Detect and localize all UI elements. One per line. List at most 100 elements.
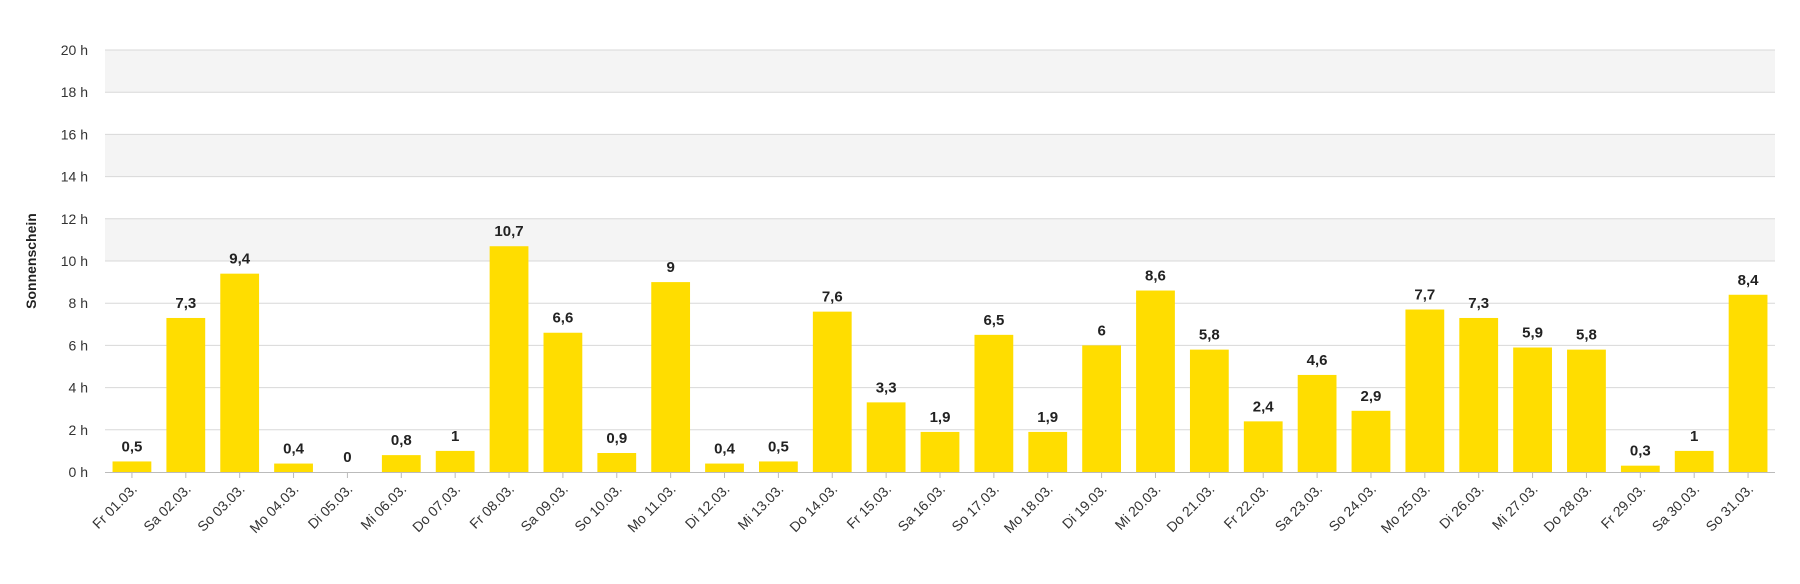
x-tick-label: Do 07.03.: [409, 481, 463, 535]
bar: [1459, 317, 1499, 472]
x-tick-label: Mi 06.03.: [357, 481, 409, 533]
y-tick-label: 10 h: [61, 253, 88, 269]
x-axis-ticks: Fr 01.03. Sa 02.03. So 03.03.Mo 04.03. Di 0…: [89, 472, 1756, 536]
data-label: 0,4: [283, 441, 305, 458]
data-label: 0,9: [606, 430, 627, 447]
x-tick-label: Mo 11.03.: [624, 481, 679, 536]
data-label: 5,8: [1199, 327, 1220, 344]
x-tick-label: Fr 01.03.: [89, 481, 140, 532]
bar: [1405, 309, 1445, 472]
x-tick-label: Mi 20.03.: [1112, 481, 1164, 533]
bar: [435, 450, 475, 472]
bar: [1567, 349, 1606, 472]
plot-band: [105, 50, 1775, 93]
plot-band: [105, 134, 1775, 177]
y-tick-label: 14 h: [61, 169, 88, 185]
data-label: 2,4: [1253, 398, 1275, 415]
data-label: 7,7: [1414, 287, 1435, 304]
bar: [758, 461, 798, 472]
bar: [1189, 349, 1229, 472]
data-label: 1: [451, 428, 459, 445]
data-label: 0,3: [1630, 443, 1651, 460]
data-label: 0,4: [714, 441, 736, 458]
x-tick-label: Do 28.03.: [1540, 481, 1594, 535]
bar: [1028, 431, 1068, 472]
data-label: 4,6: [1307, 352, 1328, 369]
x-tick-label: So 17.03.: [948, 481, 1002, 535]
x-tick-label: Di 05.03.: [305, 481, 356, 532]
bar: [866, 402, 906, 472]
data-label: 9,4: [229, 251, 251, 268]
bar: [812, 311, 852, 472]
bar: [1351, 410, 1391, 472]
bar: [1136, 290, 1175, 472]
x-tick-label: So 31.03.: [1702, 481, 1756, 535]
x-tick-label: Sa 09.03.: [517, 481, 571, 535]
x-tick-label: Fr 08.03.: [466, 481, 517, 532]
data-label: 7,3: [175, 295, 196, 312]
y-tick-label: 4 h: [69, 380, 88, 396]
x-tick-label: Mi 13.03.: [734, 481, 786, 533]
y-tick-label: 16 h: [61, 126, 88, 142]
data-label: 6: [1097, 322, 1105, 339]
data-label: 0,5: [768, 438, 789, 455]
y-tick-label: 8 h: [69, 295, 88, 311]
data-label: 0,8: [391, 432, 412, 449]
data-label: 7,6: [822, 289, 843, 306]
bar-series: [112, 246, 1768, 472]
x-tick-label: Mi 27.03.: [1489, 481, 1541, 533]
x-tick-label: Fr 15.03.: [843, 481, 894, 532]
y-tick-label: 2 h: [69, 422, 88, 438]
data-label: 6,6: [552, 310, 573, 327]
data-label: 1,9: [930, 409, 951, 426]
data-label: 1,9: [1037, 409, 1058, 426]
bar: [1243, 421, 1283, 472]
x-tick-label: Do 21.03.: [1163, 481, 1217, 535]
bar: [974, 334, 1014, 472]
x-tick-label: Di 19.03.: [1059, 481, 1110, 532]
x-tick-label: Mo 25.03.: [1378, 481, 1433, 536]
bar: [220, 273, 260, 472]
bar: [166, 317, 206, 472]
data-label: 1: [1690, 428, 1698, 445]
data-label: 8,4: [1738, 272, 1760, 289]
plot-band: [105, 218, 1775, 261]
x-tick-label: Mo 04.03.: [246, 481, 301, 536]
plot-bands: [105, 50, 1775, 261]
bar: [543, 332, 583, 472]
bar: [920, 431, 960, 472]
x-tick-label: Fr 22.03.: [1220, 481, 1271, 532]
bar: [1082, 345, 1122, 472]
bar: [112, 461, 152, 472]
x-tick-label: Di 26.03.: [1436, 481, 1487, 532]
x-tick-label: Fr 29.03.: [1598, 481, 1649, 532]
bar: [489, 246, 529, 472]
data-label: 9: [666, 259, 674, 276]
data-label: 0: [343, 449, 351, 466]
data-label: 8,6: [1145, 268, 1166, 285]
x-tick-label: So 03.03.: [194, 481, 248, 535]
gridlines: [105, 49, 1775, 431]
y-tick-label: 18 h: [61, 84, 88, 100]
x-tick-label: Sa 02.03.: [140, 481, 194, 535]
y-tick-label: 20 h: [61, 42, 88, 58]
bar: [1297, 374, 1337, 472]
data-label: 2,9: [1361, 388, 1382, 405]
x-tick-label: Sa 16.03.: [894, 481, 948, 535]
data-label: 5,9: [1522, 325, 1543, 342]
x-tick-label: So 10.03.: [571, 481, 625, 535]
bar: [705, 463, 744, 472]
bar: [597, 453, 637, 472]
y-axis-ticks: 0 h 2 h 4 h 6 h 8 h 10 h 12 h 14 h 16 h 18 h 20 h: [61, 42, 88, 480]
y-tick-label: 12 h: [61, 211, 88, 227]
data-label: 5,8: [1576, 327, 1597, 344]
y-tick-label: 0 h: [69, 464, 88, 480]
y-tick-label: 6 h: [69, 337, 88, 353]
bar: [1620, 465, 1660, 472]
x-tick-label: Mo 18.03.: [1001, 481, 1056, 536]
data-label: 10,7: [494, 223, 523, 240]
data-label: 3,3: [876, 379, 897, 396]
data-label: 6,5: [983, 312, 1004, 329]
bar: [1513, 347, 1552, 472]
